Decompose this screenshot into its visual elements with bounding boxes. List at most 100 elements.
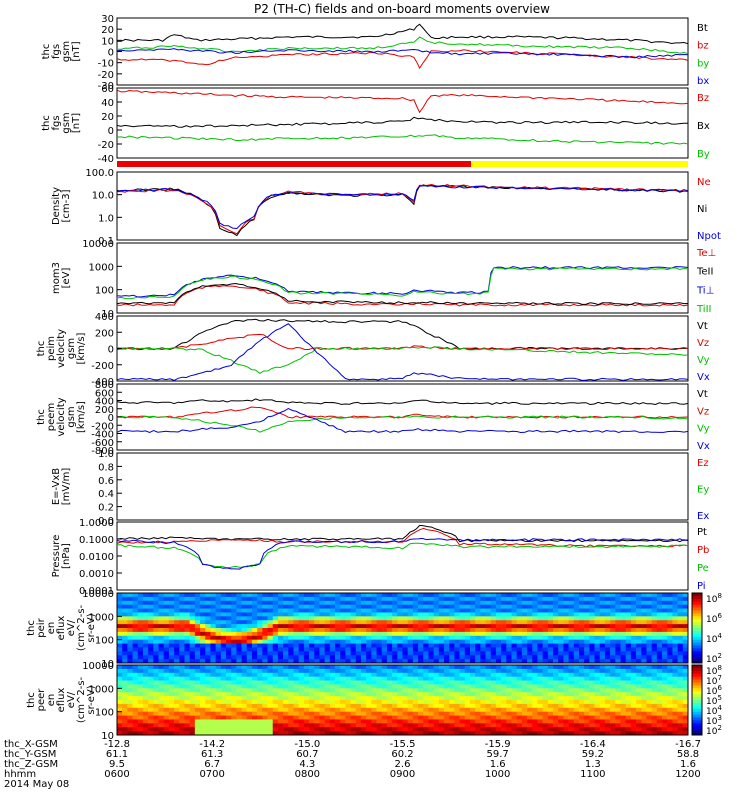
heatmap-cell	[485, 731, 492, 736]
heatmap-cell	[423, 665, 429, 670]
heatmap-cell	[137, 635, 144, 640]
heatmap-cell	[392, 624, 398, 629]
heatmap-cell	[537, 639, 543, 644]
colorbar-segment	[692, 705, 702, 710]
heatmap-cell	[142, 635, 149, 640]
heatmap-cell	[189, 596, 196, 602]
heatmap-cell	[604, 643, 611, 648]
heatmap-cell	[578, 596, 585, 602]
heatmap-cell	[532, 631, 538, 637]
heatmap-cell	[656, 684, 663, 689]
heatmap-cell	[542, 647, 549, 652]
heatmap-cell	[490, 659, 497, 664]
heatmap-cell	[137, 711, 144, 716]
heatmap-cell	[610, 612, 616, 617]
heatmap-cell	[651, 703, 658, 709]
colorbar-segment	[692, 604, 702, 608]
heatmap-cell	[158, 620, 165, 625]
heatmap-cell	[215, 612, 222, 617]
heatmap-cell	[464, 696, 471, 701]
heatmap-cell	[428, 608, 434, 613]
y-tick-label: -20	[98, 70, 114, 81]
heatmap-cell	[366, 672, 372, 677]
heatmap-cell	[226, 684, 232, 689]
colorbar-segment	[692, 714, 702, 718]
heatmap-cell	[542, 688, 549, 693]
heatmap-cell	[604, 620, 611, 625]
heatmap-cell	[293, 593, 299, 598]
heatmap-cell	[402, 665, 408, 670]
heatmap-cell	[532, 628, 538, 633]
heatmap-cell	[464, 707, 471, 712]
heatmap-cell	[625, 651, 632, 656]
heatmap-cell	[184, 700, 190, 705]
heatmap-cell	[568, 684, 575, 689]
heatmap-cell	[537, 635, 543, 640]
heatmap-cell	[168, 700, 175, 705]
heatmap-cell	[475, 616, 481, 621]
heatmap-cell	[407, 707, 414, 712]
heatmap-cell	[573, 672, 580, 677]
heatmap-cell	[682, 643, 689, 648]
heatmap-cell	[226, 631, 232, 637]
heatmap-cell	[662, 655, 668, 660]
heatmap-cell	[303, 628, 310, 633]
heatmap-cell	[423, 676, 429, 681]
heatmap-cell	[537, 596, 543, 602]
heatmap-cell	[288, 612, 294, 617]
heatmap-cell	[283, 659, 289, 664]
heatmap-cell	[386, 608, 393, 613]
heatmap-cell	[142, 665, 149, 670]
heatmap-cell	[641, 659, 647, 664]
heatmap-cell	[345, 616, 351, 621]
heatmap-cell	[251, 628, 258, 633]
heatmap-cell	[231, 643, 237, 648]
series-line	[116, 267, 689, 300]
heatmap-cell	[236, 700, 242, 705]
heatmap-cell	[241, 608, 248, 613]
colorbar-segment	[692, 660, 702, 664]
heatmap-cell	[547, 665, 554, 670]
heatmap-cell	[117, 608, 123, 613]
heatmap-cell	[179, 643, 185, 648]
heatmap-cell	[360, 692, 367, 697]
heatmap-cell	[490, 612, 497, 617]
heatmap-cell	[386, 604, 393, 609]
heatmap-cell	[277, 643, 284, 648]
heatmap-cell	[386, 711, 393, 716]
heatmap-cell	[153, 612, 159, 617]
heatmap-cell	[594, 635, 601, 640]
heatmap-cell	[340, 680, 346, 685]
heatmap-cell	[594, 628, 601, 633]
heatmap-cell	[454, 665, 460, 670]
heatmap-cell	[656, 696, 663, 701]
heatmap-cell	[630, 593, 637, 598]
heatmap-cell	[537, 723, 543, 728]
heatmap-cell	[682, 672, 689, 677]
heatmap-cell	[454, 715, 460, 720]
heatmap-cell	[547, 596, 554, 602]
heatmap-cell	[319, 672, 325, 677]
heatmap-cell	[454, 608, 460, 613]
heatmap-cell	[589, 643, 595, 648]
heatmap-cell	[501, 680, 507, 685]
heatmap-cell	[490, 668, 497, 674]
heatmap-cell	[283, 596, 289, 602]
heatmap-cell	[309, 665, 315, 670]
heatmap-cell	[469, 651, 476, 656]
heatmap-cell	[298, 651, 305, 656]
heatmap-cell	[298, 639, 305, 644]
heatmap-cell	[537, 655, 543, 660]
heatmap-cell	[200, 631, 206, 637]
heatmap-cell	[641, 635, 647, 640]
heatmap-cell	[132, 680, 139, 685]
heatmap-cell	[117, 672, 123, 677]
heatmap-cell	[137, 684, 144, 689]
heatmap-cell	[469, 616, 476, 621]
heatmap-cell	[127, 696, 133, 701]
heatmap-cell	[412, 659, 419, 664]
heatmap-cell	[407, 680, 414, 685]
heatmap-cell	[220, 707, 227, 712]
heatmap-cell	[148, 723, 154, 728]
heatmap-cell	[220, 680, 227, 685]
